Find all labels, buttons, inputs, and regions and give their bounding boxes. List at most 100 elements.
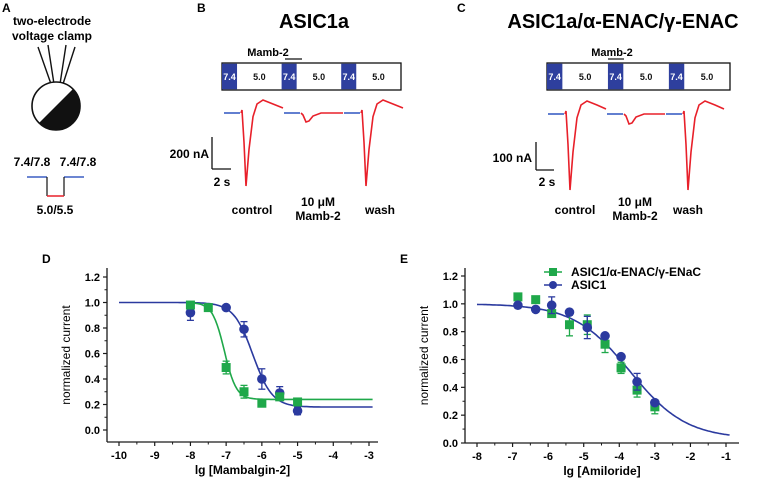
protocol-label-ph-5-0: 5.0 bbox=[701, 72, 714, 82]
ph-protocol-bar-b: 7.4 5.0 7.4 5.0 7.4 5.0 bbox=[221, 62, 402, 91]
y-axis-label: normalized current bbox=[417, 305, 431, 405]
drug-bar-label-c: Mamb-2 bbox=[591, 47, 633, 59]
data-point-circle bbox=[530, 304, 541, 315]
scale-bar-b bbox=[211, 137, 231, 170]
panel-letter-d: D bbox=[42, 252, 51, 266]
data-point-circle bbox=[582, 322, 593, 333]
panel-e: E 0.0 0.2 0.4 0.6 0.8 1.0 1.2 -8 -7 -6 -5 -4 -3 -2 -1 l… bbox=[400, 252, 739, 478]
fit-curve bbox=[190, 302, 373, 401]
data-point-square bbox=[203, 303, 213, 313]
x-tick-label: -9 bbox=[150, 450, 160, 462]
data-point-circle bbox=[239, 324, 249, 335]
data-point-square bbox=[564, 320, 574, 330]
data-point-circle bbox=[513, 300, 523, 311]
x-tick-label: -2 bbox=[686, 451, 696, 463]
data-point-square bbox=[257, 398, 267, 408]
protocol-segment-ph-7-4 bbox=[607, 63, 624, 90]
panel-c: C ASIC1a/α-ENAC/γ-ENAC Mamb-2 7.4 5.0 7.4 5… bbox=[457, 1, 739, 223]
data-point-square bbox=[239, 387, 249, 397]
x-tick-label: -10 bbox=[111, 450, 127, 462]
scale-bar-c bbox=[535, 142, 554, 171]
y-tick-label: 0.6 bbox=[85, 349, 100, 361]
x-tick-label: -5 bbox=[579, 451, 589, 463]
data-point-circle bbox=[292, 406, 303, 416]
protocol-segment-ph-7-4 bbox=[668, 63, 685, 90]
drug-bar-label-b: Mamb-2 bbox=[247, 47, 289, 59]
condition-drug-dose-b: 10 μM bbox=[301, 195, 335, 209]
protocol-segment-ph-7-4 bbox=[281, 63, 297, 90]
data-point-square bbox=[185, 300, 195, 310]
condition-drug-dose-c: 10 μM bbox=[618, 195, 652, 209]
panel-d: D 0.0 0.2 0.4 0.6 0.8 1.0 1.2 -10 -9 -8 -7 -6 -5 -4 -3… bbox=[42, 252, 378, 477]
chart-mambalgin-dose-response: 0.0 0.2 0.4 0.6 0.8 1.0 1.2 -10 -9 -8 -7 -6 -5 -4 -3 lg… bbox=[59, 268, 378, 477]
y-tick-label: 0.8 bbox=[443, 327, 458, 339]
panel-a-title-line2: voltage clamp bbox=[12, 29, 92, 43]
protocol-segment-ph-7-4 bbox=[341, 63, 357, 90]
fit-curve bbox=[476, 303, 730, 436]
x-tick-label: -3 bbox=[650, 451, 660, 463]
data-point-square bbox=[513, 292, 523, 302]
trace-mamb-2 bbox=[300, 112, 343, 123]
trace-wash bbox=[682, 100, 725, 191]
ph-protocol-bar-c: 7.4 5.0 7.4 5.0 7.4 5.0 bbox=[546, 62, 731, 91]
panel-letter-a: A bbox=[2, 1, 11, 15]
protocol-frame bbox=[221, 62, 402, 91]
x-tick-label: -8 bbox=[186, 450, 196, 462]
data-point-circle bbox=[632, 376, 642, 387]
data-point-circle bbox=[650, 397, 660, 408]
data-point-square bbox=[275, 392, 285, 402]
data-point-square bbox=[616, 363, 626, 373]
x-tick-label: -7 bbox=[508, 451, 518, 463]
x-tick-label: -4 bbox=[328, 450, 339, 462]
protocol-label-ph-7-4: 7.4 bbox=[223, 72, 236, 82]
data-point-square bbox=[600, 339, 610, 349]
panel-letter-c: C bbox=[457, 1, 466, 15]
legend-label: ASIC1 bbox=[571, 278, 607, 292]
protocol-label-ph-7-4: 7.4 bbox=[342, 72, 355, 82]
scale-time-b: 2 s bbox=[214, 175, 231, 189]
protocol-frame bbox=[546, 62, 731, 91]
scale-current-b: 200 nA bbox=[170, 147, 210, 161]
condition-wash-b: wash bbox=[364, 203, 395, 217]
condition-control-c: control bbox=[555, 203, 596, 217]
y-axis-label: normalized current bbox=[59, 305, 73, 405]
condition-control-b: control bbox=[232, 203, 273, 217]
ph-right-label: 7.4/7.8 bbox=[60, 155, 97, 169]
x-tick-label: -6 bbox=[543, 451, 553, 463]
y-tick-label: 0.4 bbox=[443, 382, 459, 394]
protocol-label-ph-5-0: 5.0 bbox=[372, 72, 385, 82]
protocol-label-ph-7-4: 7.4 bbox=[609, 72, 622, 82]
protocol-label-ph-7-4: 7.4 bbox=[283, 72, 296, 82]
panel-b-title: ASIC1a bbox=[279, 11, 350, 33]
condition-drug-name-b: Mamb-2 bbox=[295, 209, 341, 223]
y-tick-label: 0.6 bbox=[443, 355, 458, 367]
panel-b: B ASIC1a Mamb-2 7.4 5.0 7.4 5.0 7.4 5.0 200 n… bbox=[170, 1, 404, 223]
x-tick-label: -1 bbox=[721, 451, 731, 463]
trace-mamb-2 bbox=[623, 113, 665, 126]
trace-wash bbox=[360, 99, 404, 187]
x-tick-label: -8 bbox=[472, 451, 482, 463]
protocol-segment-ph-7-4 bbox=[547, 63, 563, 90]
x-tick-label: -4 bbox=[614, 451, 625, 463]
panel-letter-e: E bbox=[400, 252, 408, 266]
protocol-label-ph-5-0: 5.0 bbox=[313, 72, 326, 82]
x-tick-label: -7 bbox=[221, 450, 231, 462]
data-point-circle bbox=[221, 302, 231, 313]
protocol-segment-ph-7-4 bbox=[222, 63, 238, 90]
protocol-label-ph-5-0: 5.0 bbox=[253, 72, 266, 82]
y-tick-label: 0.8 bbox=[85, 323, 100, 335]
data-point-circle bbox=[600, 331, 610, 341]
x-axis-label: lg [Mambalgin-2] bbox=[195, 463, 290, 477]
trace-control bbox=[564, 100, 607, 191]
data-point-square bbox=[293, 397, 303, 407]
x-tick-label: -5 bbox=[293, 450, 303, 462]
data-point-square bbox=[221, 363, 231, 373]
protocol-label-ph-7-4: 7.4 bbox=[548, 72, 561, 82]
oocyte-icon bbox=[31, 81, 81, 131]
electrodes-icon bbox=[37, 44, 76, 85]
panel-c-title: ASIC1a/α-ENAC/γ-ENAC bbox=[507, 11, 738, 33]
panel-a-title-line1: two-electrode bbox=[13, 14, 91, 28]
data-point-circle bbox=[616, 351, 626, 362]
current-trace-b bbox=[224, 99, 404, 187]
